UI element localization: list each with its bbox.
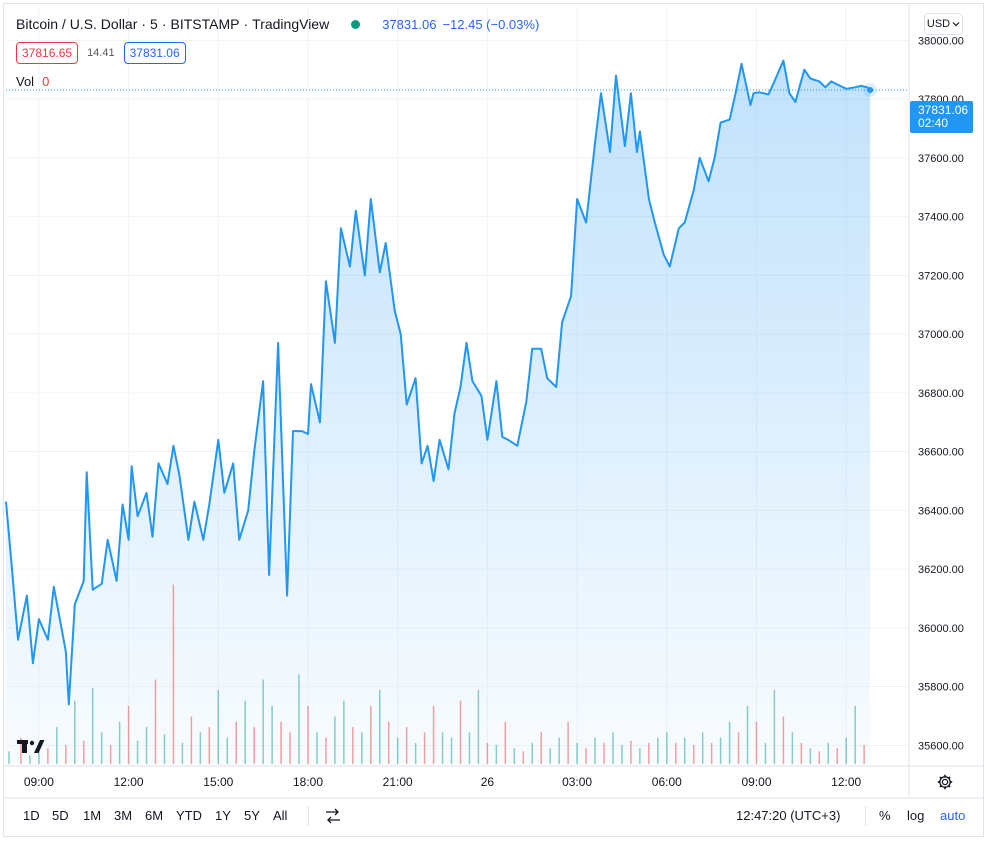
- chart-frame: [3, 3, 984, 837]
- separator: ·: [141, 16, 147, 32]
- range-5d-button[interactable]: 5D: [52, 808, 69, 823]
- range-ytd-button[interactable]: YTD: [176, 808, 202, 823]
- last-price-point: [867, 86, 874, 93]
- currency-button[interactable]: USD: [924, 13, 963, 35]
- bar-countdown: 02:40: [918, 116, 949, 130]
- log-scale-button[interactable]: log: [907, 808, 925, 823]
- range-1m-button[interactable]: 1M: [83, 808, 102, 823]
- market-status-icon[interactable]: [351, 19, 361, 29]
- price-tick-label: 35600.00: [918, 740, 964, 752]
- bid-price[interactable]: 37816.65: [16, 42, 79, 64]
- time-tick-label: 09:00: [24, 775, 54, 789]
- price-tick-label: 36400.00: [918, 505, 964, 517]
- price-tag-value: 37831.06: [918, 103, 969, 117]
- range-1d-button[interactable]: 1D: [23, 808, 40, 823]
- price-tick-label: 37000.00: [918, 329, 964, 341]
- toolbar-divider: [865, 806, 866, 826]
- volume-legend[interactable]: Vol 0: [16, 74, 49, 89]
- last-price-value: 37831.06: [382, 16, 437, 32]
- gear-icon[interactable]: [937, 774, 953, 790]
- bottom-toolbar: 1D 5D 1M 3M 6M YTD 1Y 5Y All 12:47:20 (U…: [0, 798, 987, 834]
- range-5y-button[interactable]: 5Y: [244, 808, 260, 823]
- provider: TradingView: [252, 16, 330, 32]
- price-tick-label: 37400.00: [918, 212, 964, 224]
- ask-price[interactable]: 37831.06: [123, 42, 186, 64]
- last-price-tag: 37831.06 02:40: [910, 101, 973, 133]
- currency-label: USD: [926, 18, 951, 30]
- price-area-fill: [6, 60, 871, 767]
- price-line: [5, 59, 871, 706]
- toolbar-divider: [308, 806, 309, 826]
- auto-scale-button[interactable]: auto: [940, 808, 966, 823]
- spread-value: 14.41: [87, 47, 115, 59]
- range-all-button[interactable]: All: [273, 808, 288, 823]
- clock-timezone[interactable]: 12:47:20 (UTC+3): [736, 808, 841, 823]
- range-6m-button[interactable]: 6M: [145, 808, 164, 823]
- percent-scale-button[interactable]: %: [879, 808, 891, 823]
- time-tick-label: 21:00: [383, 775, 413, 789]
- time-tick-label: 26: [481, 775, 495, 789]
- price-tick-label: 37200.00: [918, 270, 964, 282]
- price-tick-label: 36800.00: [918, 388, 964, 400]
- symbol-name[interactable]: Bitcoin / U.S. Dollar: [16, 16, 138, 32]
- separator: ·: [161, 16, 167, 32]
- price-tick-label: 36600.00: [918, 447, 964, 459]
- chevron-down-icon: [952, 22, 960, 27]
- time-tick-label: 03:00: [562, 775, 592, 789]
- price-tick-label: 38000.00: [918, 35, 964, 47]
- volume-value: 0: [42, 74, 50, 89]
- time-tick-label: 06:00: [652, 775, 682, 789]
- bid-ask-row: 37816.65 14.41 37831.06: [16, 42, 186, 64]
- symbol-legend[interactable]: Bitcoin / U.S. Dollar · 5 · BITSTAMP · T…: [16, 16, 539, 32]
- tradingview-logo-icon[interactable]: [15, 735, 47, 757]
- time-tick-label: 15:00: [203, 775, 233, 789]
- time-tick-label: 09:00: [741, 775, 771, 789]
- time-tick-label: 12:00: [114, 775, 144, 789]
- price-tick-label: 36000.00: [918, 623, 964, 635]
- price-axis[interactable]: 35600.00 35800.00 36000.00 36200.00 36400.00…: [918, 35, 964, 752]
- price-tick-label: 36200.00: [918, 564, 964, 576]
- time-tick-label: 18:00: [293, 775, 323, 789]
- price-tick-label: 37600.00: [918, 153, 964, 165]
- time-tick-label: 12:00: [831, 775, 861, 789]
- exchange: BITSTAMP: [170, 16, 240, 32]
- time-axis[interactable]: 09:00 12:00 15:00 18:00 21:00 26 03:00 06:00 09:…: [24, 775, 862, 789]
- price-change: −12.45 (−0.03%): [442, 16, 540, 32]
- interval[interactable]: 5: [150, 16, 158, 32]
- separator: ·: [243, 16, 249, 32]
- price-tick-label: 35800.00: [918, 682, 964, 694]
- compare-icon[interactable]: [324, 807, 342, 825]
- volume-label: Vol: [16, 74, 35, 89]
- range-1y-button[interactable]: 1Y: [215, 808, 231, 823]
- range-3m-button[interactable]: 3M: [114, 808, 133, 823]
